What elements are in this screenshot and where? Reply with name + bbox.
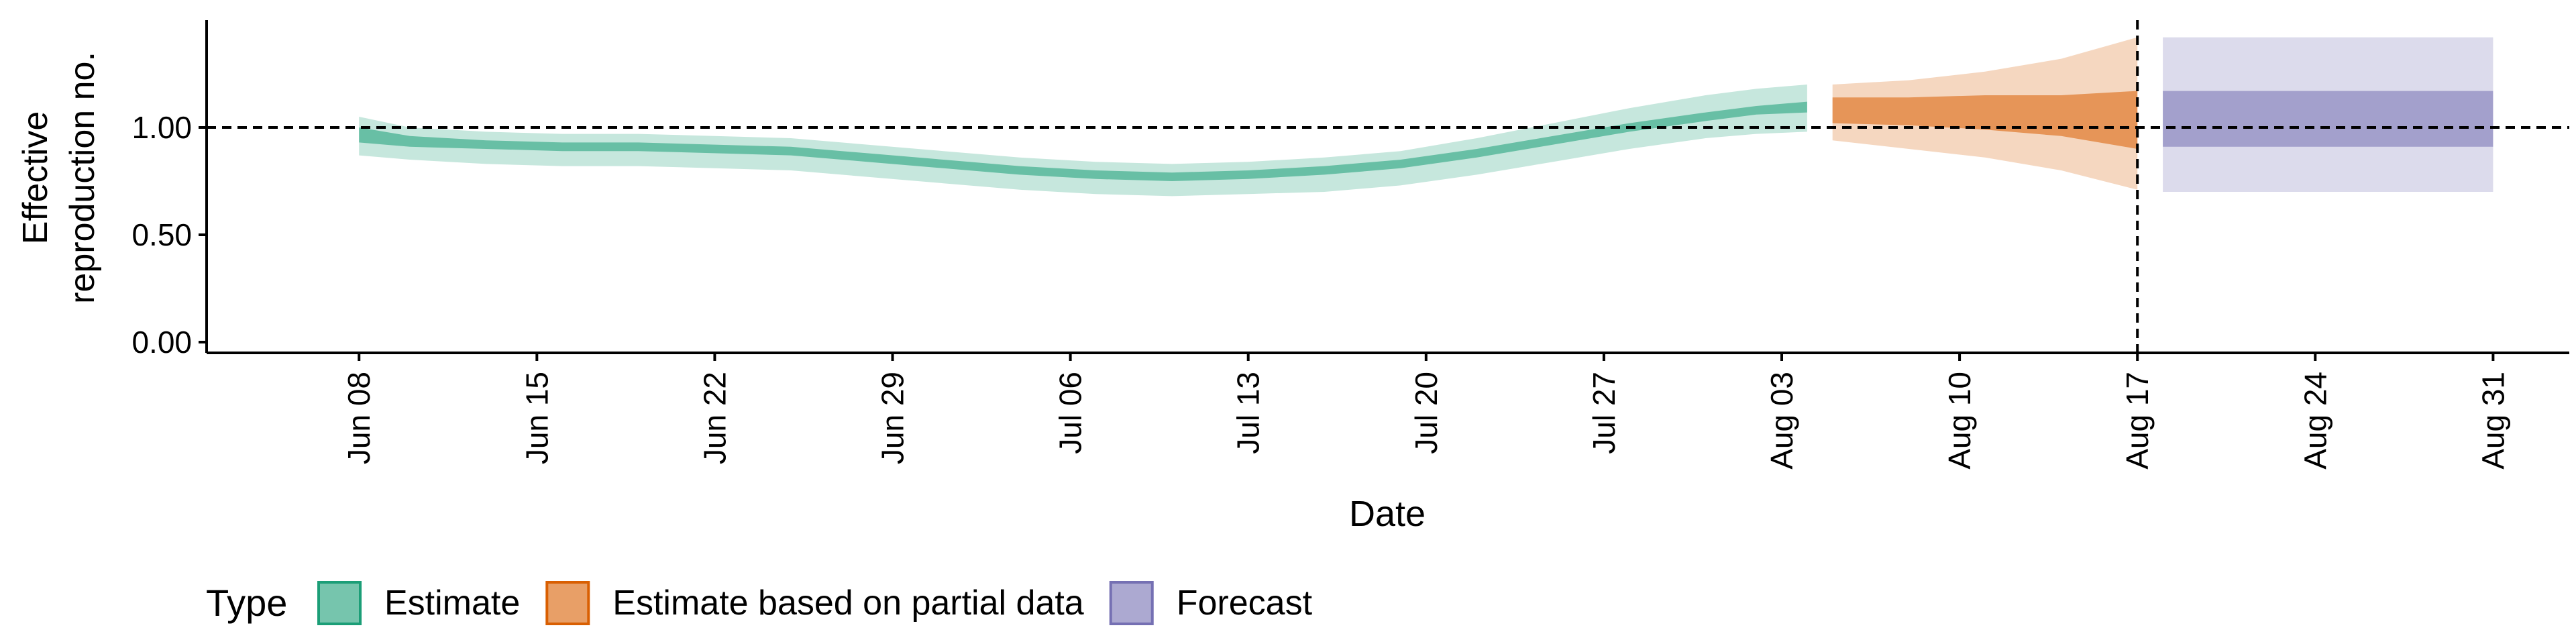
- legend-label-forecast: Forecast: [1177, 584, 1313, 623]
- y-axis-label-line-1: Effective: [16, 111, 55, 244]
- legend: Type Estimate Estimate based on partial d…: [206, 581, 1313, 625]
- legend-label-estimate: Estimate: [384, 584, 520, 623]
- legend-label-estimate-based-on-partial-data: Estimate based on partial data: [612, 584, 1084, 623]
- x-tick-label: Jun 22: [697, 372, 732, 464]
- x-axis-ticks: Jun 08 Jun 15 Jun 22 Jun 29 Jul 06 Jul 13 Jul …: [341, 353, 2510, 470]
- x-tick-label: Jul 06: [1053, 372, 1088, 454]
- x-tick-label: Aug 31: [2475, 372, 2510, 470]
- x-tick-label: Jul 27: [1587, 372, 1621, 454]
- legend-swatch-estimate: [317, 581, 362, 625]
- ribbon-layer: [359, 37, 2493, 197]
- ribbon-inner-estimate: [359, 101, 1807, 181]
- x-tick-label: Aug 03: [1764, 372, 1799, 470]
- ribbon-inner-estimate-based-on-partial-data: [1832, 91, 2138, 149]
- ribbon-outer-estimate: [359, 85, 1807, 197]
- x-tick-label: Jun 08: [341, 372, 376, 464]
- y-tick-label: 0.00: [131, 325, 192, 360]
- y-axis-label-line-2: reproduction no.: [63, 52, 102, 304]
- x-axis-label: Date: [1349, 494, 1426, 534]
- x-tick-label: Jul 13: [1231, 372, 1266, 454]
- legend-swatch-forecast: [1109, 581, 1154, 625]
- y-tick-label: 0.50: [131, 217, 192, 252]
- x-tick-label: Aug 24: [2298, 372, 2332, 470]
- x-tick-label: Aug 17: [2120, 372, 2155, 470]
- x-tick-label: Jun 29: [875, 372, 910, 464]
- ribbon-inner-forecast: [2163, 91, 2493, 147]
- legend-swatch-estimate-based-on-partial-data: [545, 581, 590, 625]
- y-tick-label: 1.00: [131, 110, 192, 145]
- x-tick-label: Aug 10: [1942, 372, 1977, 470]
- x-tick-label: Jun 15: [519, 372, 554, 464]
- legend-title: Type: [206, 582, 287, 624]
- x-tick-label: Jul 20: [1409, 372, 1444, 454]
- y-axis-ticks: 0.00 0.50 1.00: [131, 110, 207, 360]
